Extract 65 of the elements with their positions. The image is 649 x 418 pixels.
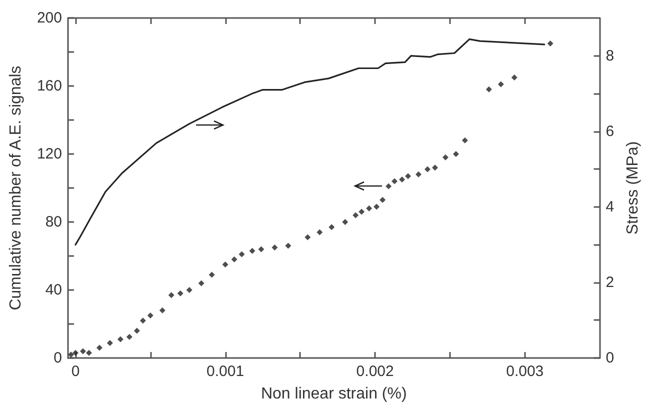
point	[231, 256, 238, 262]
point	[416, 171, 422, 178]
point	[366, 205, 372, 212]
point	[462, 137, 468, 144]
point	[399, 176, 406, 182]
point	[208, 272, 215, 278]
point	[374, 204, 380, 210]
point	[198, 280, 204, 286]
point	[186, 287, 192, 293]
point	[126, 334, 132, 340]
y-tick-label: 0	[54, 350, 62, 366]
y-tick-label: 80	[45, 214, 62, 230]
point	[258, 246, 264, 252]
point	[452, 151, 459, 157]
point	[352, 212, 359, 218]
y-tick-label: 160	[36, 78, 62, 94]
point	[316, 229, 323, 236]
point	[511, 74, 518, 80]
y2-tick-label: 4	[606, 198, 614, 216]
point	[386, 183, 392, 190]
point	[222, 262, 228, 268]
point	[432, 164, 438, 171]
point	[285, 242, 292, 249]
y2-tick-label: 8	[606, 47, 614, 64]
x-tick-label: 0.002	[356, 363, 394, 380]
point	[486, 86, 492, 92]
point	[147, 312, 154, 318]
point	[80, 348, 86, 354]
point	[547, 40, 554, 46]
y2-tick-label: 6	[606, 122, 614, 140]
point	[424, 166, 430, 172]
point	[168, 292, 174, 298]
point	[442, 154, 448, 160]
point	[72, 350, 78, 356]
x-tick-label: 0.003	[506, 363, 544, 380]
point	[342, 219, 348, 225]
point	[304, 234, 311, 240]
point	[392, 178, 398, 184]
y-tick-label: 120	[36, 146, 62, 162]
point	[498, 81, 504, 88]
y-tick-label: 40	[45, 282, 62, 298]
point	[249, 248, 256, 254]
point	[272, 244, 278, 250]
x-tick-label: 0.001	[206, 363, 244, 380]
point	[134, 328, 140, 334]
point	[238, 251, 245, 258]
point	[159, 307, 166, 314]
point	[140, 318, 146, 324]
x-axis-title: Non linear strain (%)	[260, 386, 407, 402]
point	[117, 336, 124, 342]
point	[328, 224, 335, 230]
y-axis-title: Cumulative number of A.E. signals	[8, 66, 24, 310]
point	[106, 340, 113, 346]
point	[405, 173, 412, 180]
point	[86, 350, 92, 356]
y2-tick-label: 2	[606, 274, 614, 291]
point	[380, 196, 386, 203]
point	[177, 290, 184, 296]
y2-axis-title: Stress (MPa)	[624, 141, 642, 235]
y-tick-label: 200	[36, 10, 62, 26]
y2-tick-label: 0	[606, 350, 614, 366]
line-series	[74, 38, 546, 246]
point	[358, 208, 365, 215]
point	[96, 344, 102, 351]
x-tick-label: 0	[71, 363, 80, 380]
